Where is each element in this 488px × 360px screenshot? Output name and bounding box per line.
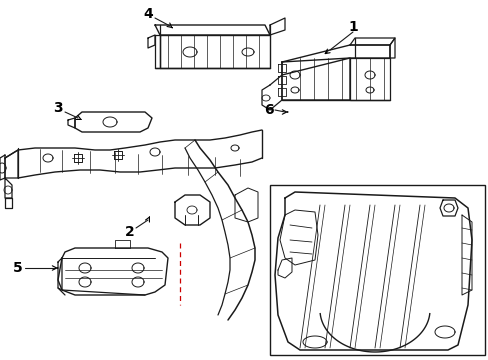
Text: 6: 6 xyxy=(264,103,273,117)
Text: 4: 4 xyxy=(143,7,153,21)
Bar xyxy=(269,185,484,355)
Text: 2: 2 xyxy=(125,225,135,239)
Text: 1: 1 xyxy=(347,20,357,34)
Text: 5: 5 xyxy=(13,261,23,275)
Text: 3: 3 xyxy=(53,101,62,115)
